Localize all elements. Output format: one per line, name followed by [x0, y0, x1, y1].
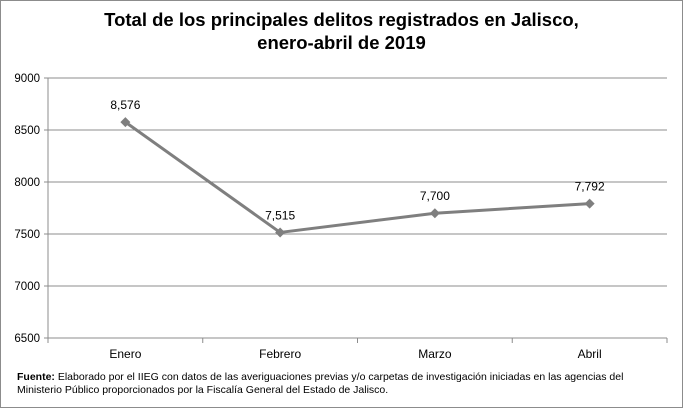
y-tick-label: 7500 [14, 229, 40, 241]
source-note: Fuente: Elaborado por el IIEG con datos … [17, 371, 657, 397]
data-label: 7,700 [420, 189, 450, 203]
source-text: Elaborado por el IIEG con datos de las a… [17, 371, 624, 396]
chart-title-line-1: Total de los principales delitos registr… [104, 9, 579, 30]
series-line [124, 120, 590, 234]
chart-title-line-2: enero-abril de 2019 [257, 32, 426, 53]
data-point-marker [275, 227, 286, 238]
y-tick-label: 7000 [14, 281, 40, 293]
source-label: Fuente: [17, 371, 55, 383]
data-point-marker [120, 117, 131, 128]
data-labels: 8,576 7,515 7,700 7,792 [110, 98, 605, 222]
y-tick-label: 9000 [14, 73, 40, 85]
x-tick-label: Enero [109, 347, 141, 361]
data-point-marker [584, 198, 595, 209]
x-tick-label: Febrero [259, 347, 301, 361]
axes [44, 77, 668, 343]
y-axis-tick-labels: 6500 7000 7500 8000 8500 9000 [14, 73, 40, 345]
series-layer [120, 117, 595, 238]
data-label: 7,515 [265, 208, 295, 222]
x-tick-label: Abril [578, 347, 602, 361]
chart-title: Total de los principales delitos registr… [0, 8, 683, 54]
data-label: 8,576 [110, 98, 140, 112]
y-tick-label: 6500 [14, 333, 40, 345]
data-label: 7,792 [575, 180, 605, 194]
data-point-marker [429, 208, 440, 219]
gridlines [48, 77, 667, 287]
x-axis-tick-labels: Enero Febrero Marzo Abril [109, 347, 601, 361]
y-tick-label: 8500 [14, 125, 40, 137]
y-tick-label: 8000 [14, 177, 40, 189]
x-tick-label: Marzo [418, 347, 452, 361]
